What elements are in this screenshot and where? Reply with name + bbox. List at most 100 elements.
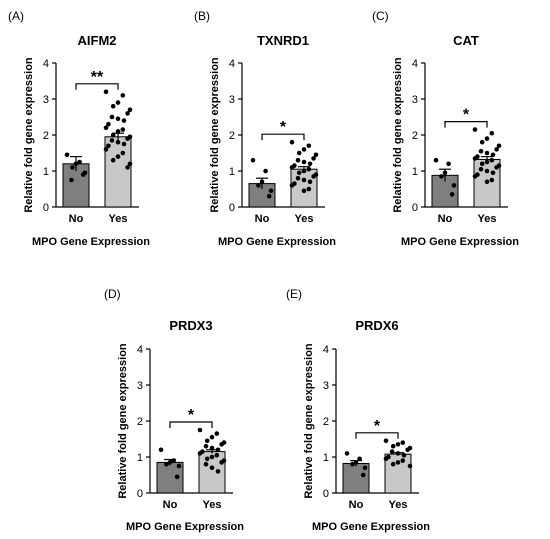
y-tick-label: 3: [229, 94, 235, 106]
significance-label: **: [91, 69, 104, 86]
data-point: [479, 161, 485, 167]
data-point: [80, 172, 86, 177]
y-tick-label: 2: [43, 130, 49, 142]
significance-label: *: [374, 418, 381, 435]
data-point: [121, 118, 127, 123]
data-point: [120, 127, 126, 132]
data-point: [266, 193, 272, 199]
y-tick-label: 2: [323, 416, 329, 428]
x-axis-title: MPO Gene Expression: [401, 236, 519, 248]
y-tick-label: 1: [137, 452, 143, 464]
data-point: [296, 150, 302, 156]
panel-label: (C): [372, 9, 389, 23]
data-point: [73, 161, 79, 167]
data-point: [219, 442, 224, 447]
y-tick-label: 0: [412, 202, 418, 214]
data-point: [484, 179, 490, 185]
data-point: [214, 452, 220, 458]
data-point: [301, 168, 307, 174]
data-point: [115, 139, 121, 145]
data-point: [449, 192, 455, 197]
data-point: [401, 452, 407, 458]
panel-title: TXNRD1: [257, 33, 309, 48]
y-tick-label: 4: [323, 344, 329, 356]
data-point: [395, 442, 401, 447]
data-point: [103, 147, 109, 152]
data-point: [158, 447, 164, 453]
x-tick-label-yes: Yes: [109, 213, 128, 225]
data-point: [109, 138, 115, 143]
data-point: [289, 183, 295, 188]
y-tick-label: 4: [137, 344, 143, 356]
x-tick-label-no: No: [163, 499, 178, 511]
data-point: [125, 111, 130, 116]
significance-bracket: [169, 421, 213, 428]
data-point: [472, 156, 478, 161]
y-axis-title: Relative fold gene expression: [23, 57, 35, 213]
y-axis-title: Relative fold gene expression: [209, 57, 221, 213]
data-point: [360, 472, 366, 478]
data-point: [64, 152, 70, 158]
data-point: [306, 166, 312, 172]
panel-e: (E) PRDX6 0 1 2 3 4 Relative fold gene expressi…: [286, 287, 430, 533]
significance-label: *: [463, 107, 470, 124]
data-point: [115, 154, 121, 159]
data-point: [484, 136, 490, 141]
significance-bracket: [355, 432, 399, 439]
data-point: [479, 139, 485, 145]
data-point: [472, 174, 478, 179]
data-point: [407, 463, 413, 469]
data-point: [301, 159, 307, 165]
data-point: [69, 177, 74, 183]
y-tick-label: 2: [412, 130, 418, 142]
data-point: [484, 168, 490, 174]
data-point: [115, 129, 121, 134]
data-point: [203, 461, 209, 467]
data-point: [301, 188, 307, 194]
data-point: [489, 157, 495, 163]
panel-title: PRDX3: [169, 318, 212, 333]
y-tick-label: 1: [412, 166, 418, 178]
panel-a: (A) AIFM2 0 1 2 3 4 Relative fold gene expressi…: [8, 9, 150, 248]
panel-title: CAT: [453, 33, 479, 48]
significance-label: *: [280, 119, 287, 136]
data-point: [484, 159, 490, 165]
data-point: [383, 438, 389, 444]
data-point: [433, 157, 439, 163]
data-point: [110, 103, 116, 109]
data-point: [390, 443, 396, 449]
y-tick-label: 1: [323, 452, 329, 464]
data-point: [209, 434, 215, 440]
data-point: [301, 147, 307, 152]
y-tick-label: 1: [43, 166, 49, 178]
panel-title: AIFM2: [78, 33, 117, 48]
y-axis-title: Relative fold gene expression: [303, 343, 315, 499]
y-tick-label: 3: [412, 94, 418, 106]
data-point: [295, 175, 301, 181]
panel-label: (B): [194, 9, 210, 23]
y-tick-label: 0: [43, 202, 49, 214]
y-tick-label: 2: [229, 130, 235, 142]
y-tick-label: 0: [323, 488, 329, 500]
data-point: [307, 179, 313, 185]
bar-yes: [384, 453, 412, 494]
data-point: [204, 438, 210, 444]
significance-bracket: [261, 133, 305, 141]
data-point: [489, 130, 495, 136]
data-point: [77, 159, 82, 165]
data-point: [125, 136, 130, 141]
data-point: [494, 147, 499, 152]
panel-d: (D) PRDX3 0 1 2 3 4 Relative fold gene expressi…: [104, 287, 244, 533]
data-point: [70, 165, 75, 170]
data-point: [478, 166, 484, 172]
data-point: [171, 458, 176, 463]
data-point: [296, 170, 302, 176]
data-point: [209, 465, 215, 471]
significance-bracket: [75, 83, 119, 90]
data-point: [496, 143, 502, 149]
data-point: [209, 454, 215, 460]
data-point: [109, 114, 115, 120]
y-tick-label: 3: [323, 380, 329, 392]
data-point: [289, 139, 295, 145]
